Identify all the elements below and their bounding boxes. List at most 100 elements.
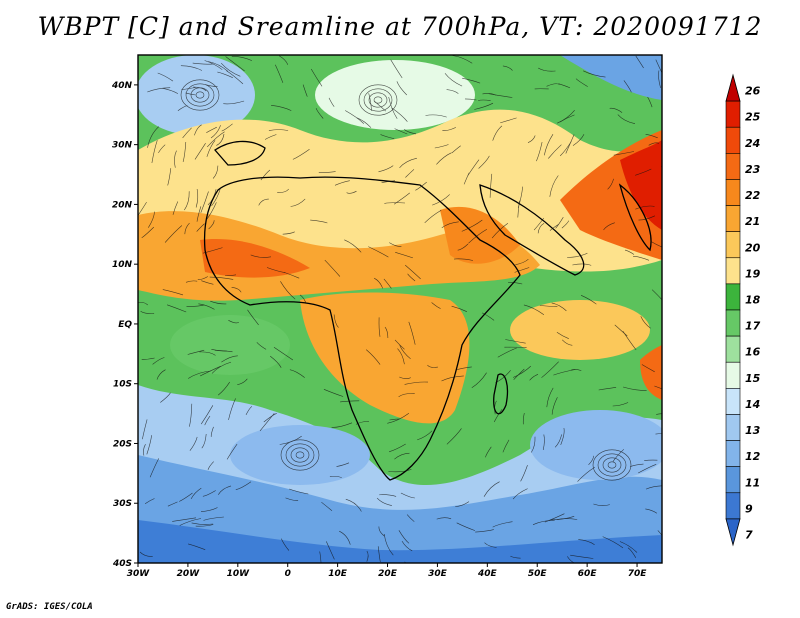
- vortex-ring: [295, 451, 305, 459]
- streamline: [378, 317, 381, 337]
- streamline: [290, 198, 306, 207]
- streamline: [645, 485, 662, 490]
- streamline: [326, 541, 335, 560]
- streamline: [324, 259, 341, 277]
- streamline: [405, 169, 415, 178]
- streamline: [336, 462, 350, 467]
- streamline: [489, 173, 493, 198]
- streamline: [167, 168, 172, 186]
- streamline: [492, 125, 503, 141]
- streamline: [266, 267, 286, 273]
- streamlines: [138, 55, 662, 563]
- streamline: [237, 378, 248, 385]
- north-east-cold-corner: [560, 55, 662, 100]
- lat-tick-label: 40S: [112, 559, 132, 569]
- colorbar-label: 20: [745, 241, 761, 254]
- streamline: [194, 124, 202, 136]
- streamline: [598, 387, 617, 391]
- streamline: [461, 219, 483, 232]
- streamline: [560, 428, 565, 446]
- streamline: [495, 370, 511, 383]
- streamline: [612, 402, 629, 407]
- indian-ocean-warm-zone: [510, 300, 650, 360]
- streamline: [197, 276, 208, 281]
- streamline: [623, 386, 647, 391]
- streamline: [572, 263, 592, 266]
- streamline: [225, 274, 237, 276]
- streamline: [187, 349, 205, 355]
- lon-tick-label: 20W: [177, 569, 201, 579]
- streamline: [200, 191, 209, 213]
- streamline: [635, 168, 652, 176]
- streamline: [441, 375, 464, 382]
- colorbar-label: 21: [745, 215, 760, 228]
- streamline: [502, 65, 513, 71]
- streamline: [195, 524, 214, 527]
- streamline: [256, 342, 267, 350]
- streamline: [561, 339, 573, 346]
- streamline: [235, 481, 252, 490]
- streamline: [641, 364, 655, 373]
- colorbar-swatch: [725, 492, 741, 520]
- streamline: [189, 436, 198, 451]
- streamline: [186, 304, 205, 307]
- streamline: [285, 497, 299, 501]
- streamline: [399, 376, 411, 379]
- streamline: [182, 141, 187, 162]
- streamline: [394, 339, 405, 350]
- streamline: [389, 443, 406, 453]
- streamline: [436, 152, 452, 165]
- streamline: [617, 114, 636, 124]
- streamline: [640, 316, 651, 329]
- streamline: [138, 201, 147, 216]
- streamline: [415, 181, 427, 191]
- colorbar-label: 25: [745, 111, 761, 124]
- streamline: [623, 80, 632, 93]
- streamline: [188, 543, 206, 550]
- streamline: [221, 123, 233, 132]
- streamline: [340, 400, 360, 403]
- streamline: [635, 205, 655, 210]
- streamline: [180, 65, 203, 71]
- streamline: [247, 309, 259, 326]
- streamline: [198, 303, 215, 310]
- streamline: [202, 247, 223, 254]
- streamline: [559, 141, 572, 157]
- streamline: [395, 252, 413, 259]
- streamline: [310, 219, 328, 224]
- streamline: [152, 357, 165, 365]
- vortex-ring: [592, 449, 632, 481]
- streamline: [424, 209, 442, 224]
- streamline: [184, 191, 190, 211]
- streamline: [647, 96, 653, 108]
- lat-tick-label: EQ: [118, 320, 132, 330]
- streamline: [384, 202, 406, 204]
- streamline: [374, 277, 383, 289]
- south-indian-cold-pool: [530, 410, 662, 480]
- streamline: [179, 492, 193, 502]
- streamline: [452, 55, 473, 64]
- streamline: [368, 246, 389, 258]
- streamline: [345, 498, 362, 512]
- streamline: [451, 145, 461, 154]
- colorbar-swatch: [725, 440, 741, 467]
- streamline: [398, 530, 410, 544]
- lon-tick-label: 40E: [477, 569, 498, 579]
- streamline: [331, 422, 353, 428]
- streamline: [299, 294, 307, 304]
- streamline: [292, 148, 310, 160]
- streamline: [507, 282, 523, 285]
- streamline: [226, 70, 244, 85]
- streamline: [144, 498, 155, 504]
- streamline: [567, 252, 588, 258]
- streamline: [656, 413, 662, 415]
- streamline: [184, 222, 190, 235]
- colorbar-legend: 26 25 24 23 22 21 20 19 18 17 16 15 14 13 12 11 9 7: [725, 73, 761, 547]
- streamline: [225, 56, 245, 72]
- lon-tick-label: 30W: [127, 569, 151, 579]
- streamline: [200, 507, 218, 512]
- colorbar-label: 7: [745, 528, 753, 541]
- page-title: WBPT [C] and Sreamline at 700hPa, VT: 20…: [37, 12, 763, 41]
- streamline: [551, 397, 558, 415]
- streamline: [250, 254, 272, 258]
